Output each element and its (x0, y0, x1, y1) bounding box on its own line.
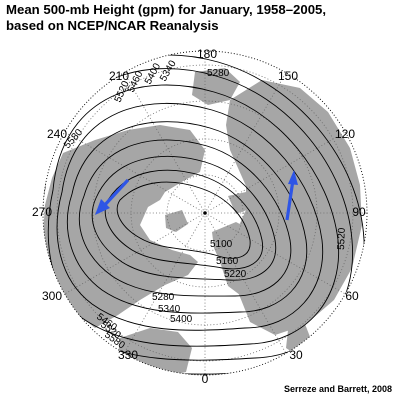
longitude-label-300: 300 (42, 289, 62, 303)
contour-label-5160: 5160 (216, 256, 239, 267)
contour-5280 (79, 139, 292, 297)
landmass-bering-region (192, 68, 240, 105)
map-boundary (42, 50, 368, 376)
contour-5160 (104, 169, 263, 270)
east-asia-trough-arrow (100, 178, 130, 210)
longitude-label-330: 330 (118, 348, 138, 362)
credit-text: Serreze and Barrett, 2008 (283, 384, 392, 394)
meridian-line (204, 72, 287, 214)
longitude-label-30: 30 (289, 348, 303, 362)
contour-label-5400-south: 5400 (170, 314, 193, 325)
longitude-label-150: 150 (278, 69, 298, 83)
contour-label-5280-south: 5280 (152, 292, 175, 303)
contour-label-5280-north: 5280 (207, 68, 230, 79)
contour-label-5340-south: 5340 (158, 304, 181, 315)
contour-5340 (66, 121, 308, 314)
longitude-label-180: 180 (197, 47, 217, 61)
longitude-label-90: 90 (352, 205, 366, 219)
longitude-label-0: 0 (202, 372, 209, 386)
north-america-trough-arrowhead (288, 170, 298, 185)
longitude-label-120: 120 (335, 127, 355, 141)
meridian-line (64, 212, 206, 295)
wind-arrows (95, 170, 298, 221)
contour-5400 (56, 102, 324, 331)
north-america-trough-arrow (285, 179, 295, 221)
landmass-greenland (212, 222, 272, 298)
meridian-line (204, 212, 287, 354)
meridian-line (123, 72, 206, 214)
title-line-2: based on NCEP/NCAR Reanalysis (6, 18, 219, 33)
meridian-line (204, 131, 346, 214)
meridian-line (123, 212, 206, 354)
meridian-lines (43, 51, 367, 375)
contour-label-5220: 5220 (224, 269, 247, 280)
meridian-line (204, 212, 346, 295)
contour-5220 (91, 155, 277, 281)
landmass-arctic-islands (228, 192, 252, 214)
landmass-eurasia (43, 125, 205, 328)
contour-label-5520-east: 5520 (336, 227, 348, 250)
north-pole-marker (203, 211, 207, 215)
longitude-label-60: 60 (345, 289, 359, 303)
map-title: Mean 500-mb Height (gpm) for January, 19… (6, 2, 326, 34)
contour-5100 (116, 181, 251, 259)
longitude-label-240: 240 (47, 127, 67, 141)
title-line-1: Mean 500-mb Height (gpm) for January, 19… (6, 2, 327, 17)
longitude-label-270: 270 (32, 205, 52, 219)
east-asia-trough-arrowhead (95, 199, 110, 215)
meridian-line (64, 131, 206, 214)
contour-label-5100: 5100 (210, 239, 233, 250)
